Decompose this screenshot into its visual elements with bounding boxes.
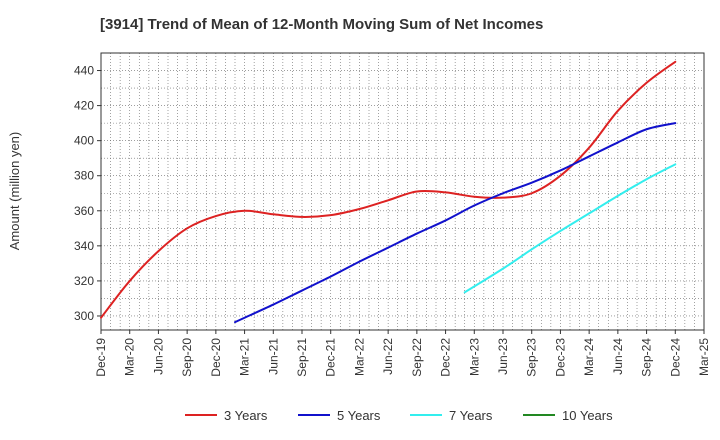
chart-title: [3914] Trend of Mean of 12-Month Moving … [100, 16, 543, 33]
x-tick-label: Mar-21 [238, 338, 252, 376]
x-tick-label: Mar-22 [352, 338, 366, 376]
y-axis-label: Amount (million yen) [7, 132, 22, 251]
y-tick-label: 300 [74, 309, 94, 323]
x-axis: Dec-19 Mar-20 Jun-20 Sep-20 Dec-20 Mar-21 Jun-… [94, 330, 711, 377]
y-tick-label: 320 [74, 274, 94, 288]
x-tick-label: Jun-23 [496, 338, 510, 375]
x-tick-label: Mar-24 [582, 338, 596, 376]
x-tick-label: Jun-21 [266, 338, 280, 375]
x-tick-label: Sep-22 [410, 338, 424, 377]
x-tick-label: Sep-23 [525, 338, 539, 377]
legend-label: 10 Years [562, 408, 613, 423]
x-tick-label: Dec-23 [553, 338, 567, 377]
x-tick-label: Mar-20 [123, 338, 137, 376]
x-tick-label: Dec-21 [324, 338, 338, 377]
series-line-3-years [100, 60, 677, 319]
plot-area [101, 53, 704, 330]
x-tick-label: Dec-19 [94, 338, 108, 377]
series-line-5-years [234, 122, 677, 324]
y-tick-label: 340 [74, 239, 94, 253]
series-line-7-years [463, 163, 677, 294]
legend-label: 7 Years [449, 408, 493, 423]
x-tick-label: Jun-20 [151, 338, 165, 375]
y-tick-label: 400 [74, 134, 94, 148]
x-tick-label: Mar-23 [467, 338, 481, 376]
x-tick-label: Sep-20 [180, 338, 194, 377]
y-tick-label: 420 [74, 99, 94, 113]
x-tick-label: Mar-25 [697, 338, 711, 376]
y-tick-label: 440 [74, 64, 94, 78]
legend-label: 5 Years [337, 408, 381, 423]
legend: 3 Years 5 Years 7 Years 10 Years [185, 408, 613, 423]
y-tick-label: 360 [74, 204, 94, 218]
y-axis: 300 320 340 360 380 400 420 440 [74, 64, 101, 323]
x-tick-label: Sep-24 [640, 338, 654, 377]
x-tick-label: Dec-24 [668, 338, 682, 377]
x-tick-label: Sep-21 [295, 338, 309, 377]
y-tick-label: 380 [74, 169, 94, 183]
plot-border [100, 52, 705, 331]
x-tick-label: Dec-22 [439, 338, 453, 377]
x-tick-label: Jun-24 [611, 338, 625, 375]
series-lines [100, 60, 677, 324]
x-tick-label: Jun-22 [381, 338, 395, 375]
legend-label: 3 Years [224, 408, 268, 423]
x-tick-label: Dec-20 [209, 338, 223, 377]
